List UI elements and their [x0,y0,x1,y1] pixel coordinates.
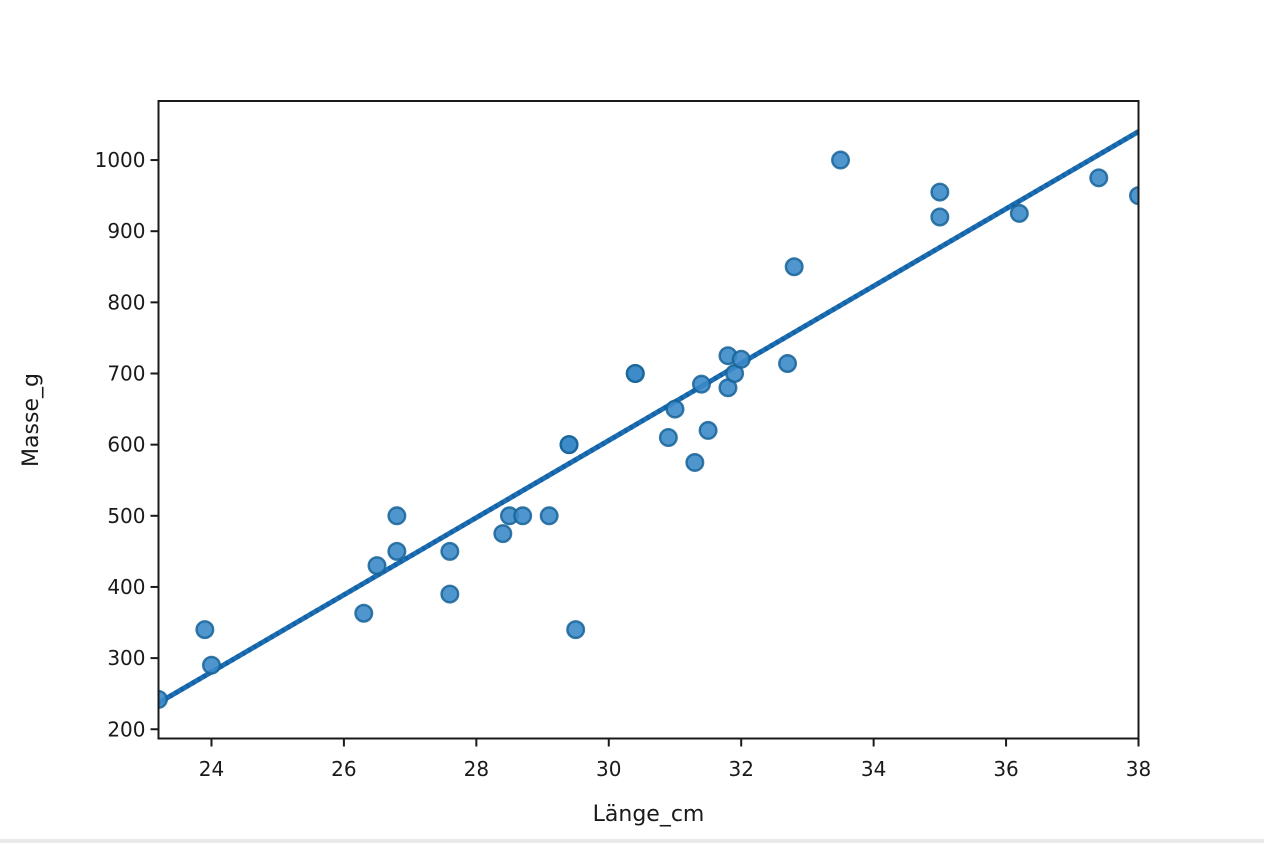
x-axis-label: Länge_cm [593,802,705,827]
axis-ticks: 24 26 28 30 32 34 36 38 200 300 400 500 600 700 800 900… [95,148,1152,781]
plot-border [157,100,1140,740]
y-axis-label: Masse_g [19,373,44,467]
y-tick-label: 900 [107,219,145,243]
data-point [784,257,804,277]
y-tick-label: 200 [107,717,145,741]
y-tick-label: 600 [107,433,145,457]
x-tick-label: 32 [728,757,753,781]
data-point [440,584,460,604]
data-point [201,655,221,675]
data-point [930,182,950,202]
data-point [1009,203,1029,223]
data-point [1089,168,1109,188]
data-point [195,620,215,640]
x-tick-label: 38 [1126,757,1151,781]
x-tick-label: 26 [331,757,356,781]
data-point [691,374,711,394]
data-point [731,349,751,369]
data-point [513,506,533,526]
data-point [559,435,579,455]
data-point [158,689,168,709]
data-point [698,420,718,440]
data-point [625,364,645,384]
y-tick-label: 1000 [95,148,146,172]
data-point [778,354,798,374]
data-point [493,524,513,544]
regression-line-texture [158,129,1139,706]
data-point [367,556,387,576]
screenshot-edge-strip [0,839,1264,843]
y-tick-label: 500 [107,504,145,528]
data-point [440,541,460,561]
x-tick-label: 36 [993,757,1018,781]
y-tick-label: 300 [107,646,145,670]
x-tick-label: 28 [464,757,489,781]
data-point [665,399,685,419]
data-point [930,207,950,227]
y-tick-label: 700 [107,362,145,386]
data-point [539,506,559,526]
data-point [831,150,851,170]
plot-area [158,129,1139,709]
y-tick-label: 400 [107,575,145,599]
x-tick-label: 34 [861,757,886,781]
data-point [354,603,374,623]
data-point [387,541,407,561]
data-point [387,506,407,526]
data-point [566,620,586,640]
x-tick-label: 24 [199,757,224,781]
y-tick-label: 800 [107,290,145,314]
data-point [658,428,678,448]
data-point [685,452,705,472]
x-tick-label: 30 [596,757,621,781]
